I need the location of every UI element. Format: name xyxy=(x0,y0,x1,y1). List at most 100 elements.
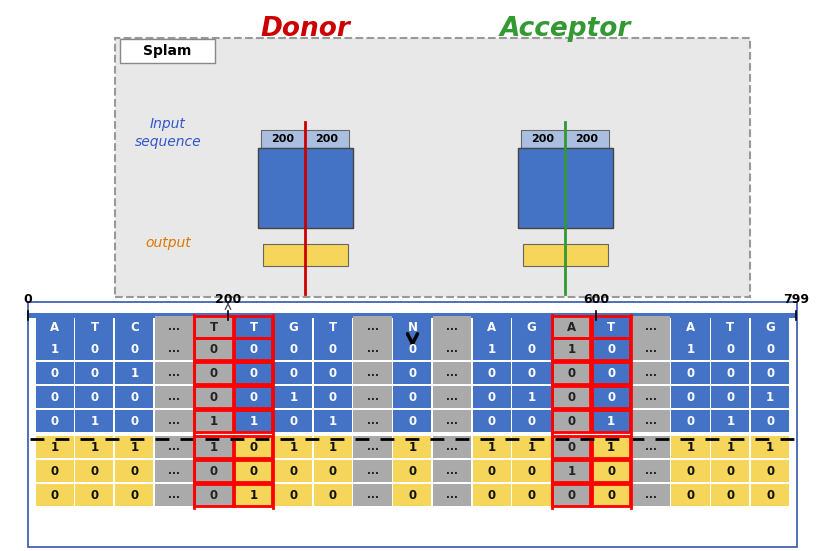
Text: ...: ... xyxy=(367,490,379,500)
Text: 1: 1 xyxy=(249,489,257,501)
Bar xyxy=(234,436,272,458)
Bar xyxy=(274,460,312,482)
Bar xyxy=(35,386,73,408)
Bar xyxy=(314,316,352,338)
Bar xyxy=(234,460,272,482)
Bar xyxy=(353,363,392,385)
Bar xyxy=(75,338,114,360)
Text: 600: 600 xyxy=(583,293,609,305)
Text: 1: 1 xyxy=(528,391,535,404)
Bar xyxy=(433,363,471,385)
Text: ...: ... xyxy=(645,416,657,426)
Bar xyxy=(353,386,392,408)
Bar xyxy=(512,316,550,338)
Bar xyxy=(195,460,233,482)
Bar xyxy=(632,436,670,458)
Bar xyxy=(473,484,511,506)
Bar xyxy=(35,316,73,338)
Text: 0: 0 xyxy=(726,343,734,356)
Text: 1: 1 xyxy=(51,343,59,356)
Bar xyxy=(155,410,193,432)
Bar xyxy=(195,386,233,408)
Bar xyxy=(262,245,347,267)
Bar xyxy=(274,363,312,385)
Bar xyxy=(711,484,749,506)
Text: 0: 0 xyxy=(488,367,496,380)
Text: 0: 0 xyxy=(91,489,99,501)
Text: 0: 0 xyxy=(51,415,59,428)
Bar xyxy=(552,363,591,385)
Text: 1: 1 xyxy=(766,391,774,404)
Text: T: T xyxy=(607,321,615,334)
Text: ...: ... xyxy=(168,490,180,500)
Text: 0: 0 xyxy=(329,489,337,501)
Text: 0: 0 xyxy=(408,415,417,428)
Text: 0: 0 xyxy=(528,464,535,478)
Bar xyxy=(234,338,272,360)
Bar xyxy=(522,245,607,267)
Bar xyxy=(195,338,233,360)
Text: C: C xyxy=(130,321,139,334)
Bar xyxy=(592,436,630,458)
Text: ...: ... xyxy=(446,490,458,500)
Text: ...: ... xyxy=(168,392,180,402)
Bar xyxy=(195,316,233,338)
Bar xyxy=(195,386,233,408)
Text: 0: 0 xyxy=(488,489,496,501)
Text: 1: 1 xyxy=(488,441,496,453)
Text: 0: 0 xyxy=(766,367,774,380)
Text: ...: ... xyxy=(367,442,379,452)
Bar xyxy=(155,363,193,385)
Text: 0: 0 xyxy=(210,367,218,380)
Text: 0: 0 xyxy=(24,293,32,305)
Text: 0: 0 xyxy=(726,464,734,478)
Bar xyxy=(394,410,431,432)
Text: 0: 0 xyxy=(568,415,576,428)
Text: ...: ... xyxy=(645,466,657,476)
Text: 1: 1 xyxy=(488,343,496,356)
Bar xyxy=(155,316,193,338)
Text: 0: 0 xyxy=(528,367,535,380)
Bar xyxy=(195,316,233,338)
Bar xyxy=(552,386,591,408)
Bar xyxy=(711,410,749,432)
Bar xyxy=(115,410,153,432)
Bar xyxy=(632,316,670,338)
Bar xyxy=(115,460,153,482)
Bar xyxy=(75,460,114,482)
Bar xyxy=(592,386,630,408)
Text: G: G xyxy=(289,321,298,334)
Text: 0: 0 xyxy=(686,415,695,428)
Text: 1: 1 xyxy=(607,415,615,428)
Text: ...: ... xyxy=(446,322,458,332)
Bar xyxy=(234,484,272,506)
Text: T: T xyxy=(329,321,337,334)
Bar xyxy=(28,312,797,318)
Text: 0: 0 xyxy=(726,489,734,501)
Text: A: A xyxy=(567,321,576,334)
Bar xyxy=(473,386,511,408)
Text: ...: ... xyxy=(446,392,458,402)
Text: 0: 0 xyxy=(51,489,59,501)
Text: 0: 0 xyxy=(329,391,337,404)
Bar xyxy=(592,410,630,432)
Bar xyxy=(473,436,511,458)
Bar xyxy=(314,338,352,360)
Text: 1: 1 xyxy=(51,441,59,453)
Text: ...: ... xyxy=(645,344,657,354)
Text: T: T xyxy=(726,321,734,334)
Bar xyxy=(353,316,392,338)
Text: 1: 1 xyxy=(726,441,734,453)
Text: 0: 0 xyxy=(607,367,615,380)
Bar xyxy=(75,316,114,338)
Bar xyxy=(195,410,233,432)
Bar xyxy=(274,410,312,432)
Text: ...: ... xyxy=(645,322,657,332)
Text: 0: 0 xyxy=(91,391,99,404)
Bar xyxy=(234,460,272,482)
Bar xyxy=(115,363,153,385)
Text: ...: ... xyxy=(446,442,458,452)
Bar xyxy=(632,484,670,506)
Bar xyxy=(234,316,272,338)
Text: 0: 0 xyxy=(249,367,257,380)
